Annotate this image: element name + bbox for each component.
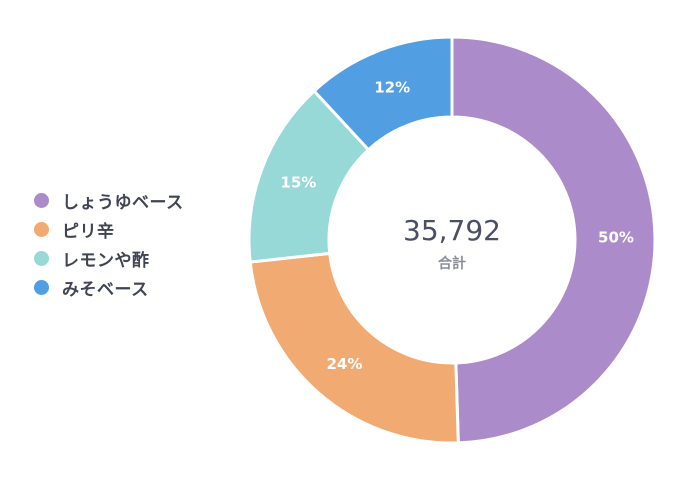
legend-label-lemon-vinegar: レモンや酢 bbox=[62, 251, 150, 271]
slice-label-shoyu: 50% bbox=[598, 228, 634, 246]
legend-item-pirikara[interactable]: ピリ辛 bbox=[34, 215, 184, 244]
donut-slice-shoyu[interactable] bbox=[450, 35, 657, 445]
donut-slice-pirikara[interactable] bbox=[248, 251, 460, 445]
legend-item-miso[interactable]: みそベース bbox=[34, 273, 184, 302]
legend-dot-pirikara bbox=[34, 222, 49, 237]
legend-dot-shoyu bbox=[34, 193, 49, 208]
center-total-caption: 合計 bbox=[438, 255, 466, 272]
legend-label-shoyu: しょうゆベース bbox=[62, 193, 184, 213]
legend: しょうゆベース ピリ辛 レモンや酢 みそベース bbox=[34, 186, 184, 302]
legend-label-pirikara: ピリ辛 bbox=[62, 222, 115, 242]
slice-label-pirikara: 24% bbox=[326, 355, 362, 373]
legend-label-miso: みそベース bbox=[62, 280, 149, 300]
donut-slice-miso[interactable] bbox=[312, 35, 454, 152]
slice-label-lemon-vinegar: 15% bbox=[280, 174, 316, 192]
donut-slices bbox=[247, 35, 657, 445]
legend-item-shoyu[interactable]: しょうゆベース bbox=[34, 186, 184, 215]
legend-item-lemon-vinegar[interactable]: レモンや酢 bbox=[34, 244, 184, 273]
legend-dot-miso bbox=[34, 280, 49, 295]
legend-dot-lemon-vinegar bbox=[34, 251, 49, 266]
slice-label-miso: 12% bbox=[374, 78, 410, 96]
slice-labels: 50% 24% 15% 12% bbox=[280, 78, 634, 372]
center-total-value: 35,792 bbox=[403, 214, 501, 247]
